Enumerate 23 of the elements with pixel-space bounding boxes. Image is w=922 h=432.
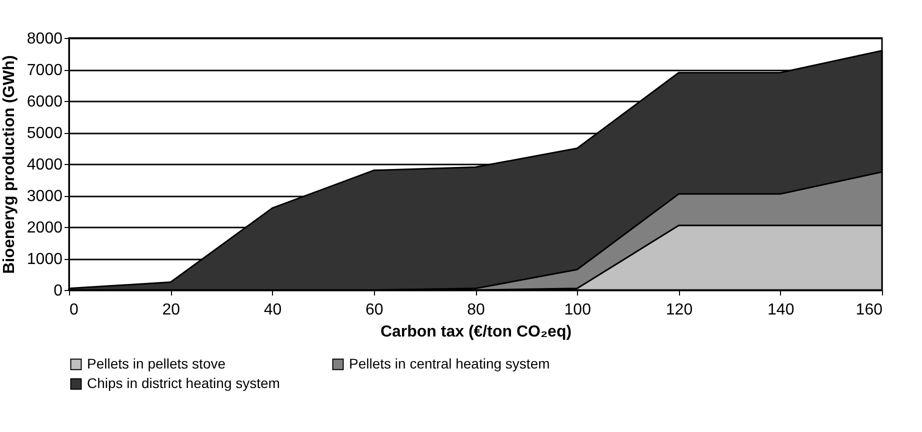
x-tick-label: 160: [856, 302, 883, 318]
x-tick-label: 20: [162, 302, 180, 318]
x-tick-label: 100: [564, 302, 592, 318]
y-tick-label: 0: [54, 282, 63, 300]
x-tick-label: 140: [768, 302, 794, 318]
y-tick-label: 6000: [26, 94, 63, 110]
y-tick-label: 4000: [26, 156, 63, 174]
legend-label: Pellets in central heating system: [349, 355, 550, 372]
legend-label: Chips in district heating system: [87, 375, 280, 391]
x-tick-label: 80: [467, 302, 485, 318]
y-tick-label: 2000: [26, 220, 63, 236]
x-tick-label: 40: [264, 302, 282, 318]
legend-label: Pellets in pellets stove: [87, 355, 226, 372]
y-tick-label: 3000: [26, 188, 63, 205]
y-tick-label: 7000: [26, 62, 63, 79]
x-tick-label: 0: [70, 302, 78, 318]
y-tick-label: 1000: [26, 251, 63, 268]
x-tick-label: 60: [365, 302, 384, 318]
x-tick-label: 120: [666, 302, 693, 318]
x-axis-title: Carbon tax (€/ton CO₂eq): [380, 324, 572, 340]
y-tick-label: 8000: [26, 30, 63, 48]
y-tick-label: 5000: [26, 125, 63, 142]
y-axis-title: Bioeneryg production (GWh): [0, 55, 18, 274]
